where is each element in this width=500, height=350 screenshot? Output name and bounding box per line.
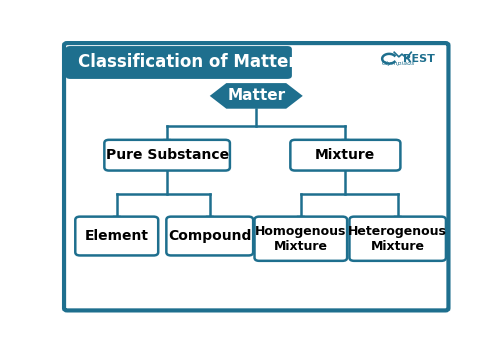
Text: Element: Element (85, 229, 149, 243)
Text: Heterogenous
Mixture: Heterogenous Mixture (348, 225, 447, 253)
FancyBboxPatch shape (66, 46, 292, 79)
Text: REST: REST (402, 54, 434, 64)
Polygon shape (163, 140, 171, 143)
Polygon shape (297, 216, 304, 220)
Bar (70, 69, 287, 76)
Text: Homogenous
Mixture: Homogenous Mixture (255, 225, 346, 253)
FancyBboxPatch shape (166, 217, 253, 256)
Polygon shape (113, 216, 120, 220)
Text: Mixture: Mixture (316, 148, 376, 162)
FancyBboxPatch shape (350, 217, 446, 261)
Text: Classification of Matter: Classification of Matter (78, 54, 296, 71)
Bar (70, 49, 86, 76)
Polygon shape (206, 216, 214, 220)
Text: Olympiads: Olympiads (382, 61, 416, 66)
FancyBboxPatch shape (64, 43, 448, 310)
Text: Pure Substance: Pure Substance (106, 148, 228, 162)
Polygon shape (342, 140, 349, 143)
Text: Compound: Compound (168, 229, 252, 243)
FancyBboxPatch shape (254, 217, 347, 261)
Polygon shape (210, 83, 303, 109)
FancyBboxPatch shape (76, 217, 158, 256)
FancyBboxPatch shape (290, 140, 401, 170)
FancyBboxPatch shape (104, 140, 230, 170)
Polygon shape (394, 216, 402, 220)
Text: Matter: Matter (227, 89, 286, 103)
